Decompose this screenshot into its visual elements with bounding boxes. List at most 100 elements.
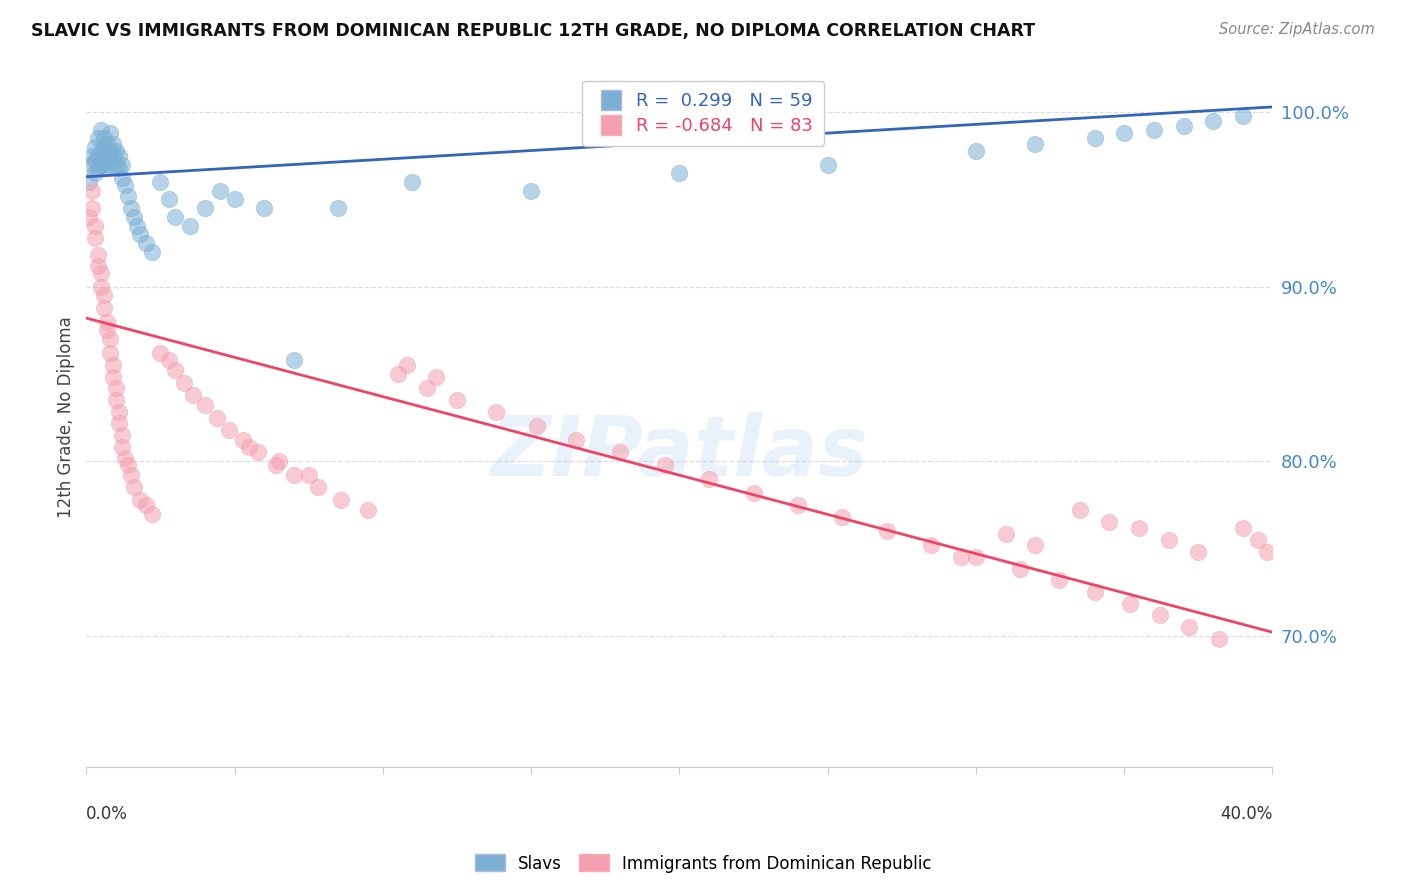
Point: [1246, 533, 1268, 547]
Point: [111, 440, 134, 454]
Point: [283, 468, 305, 483]
Point: [1069, 503, 1091, 517]
Point: [697, 472, 720, 486]
Point: [111, 428, 134, 442]
Point: [104, 393, 127, 408]
Point: [1187, 545, 1209, 559]
Point: [96, 149, 118, 163]
Point: [149, 175, 172, 189]
Point: [82, 184, 104, 198]
Point: [122, 480, 145, 494]
Point: [1119, 597, 1142, 611]
Point: [950, 550, 973, 565]
Point: [87, 248, 110, 262]
Point: [117, 458, 139, 472]
Point: [82, 149, 104, 163]
Legend: Slavs, Immigrants from Dominican Republic: Slavs, Immigrants from Dominican Republi…: [468, 847, 938, 880]
Point: [1024, 136, 1046, 151]
Point: [357, 503, 380, 517]
Point: [1114, 126, 1136, 140]
Point: [135, 498, 157, 512]
Point: [1157, 533, 1180, 547]
Point: [654, 458, 676, 472]
Point: [232, 434, 254, 448]
Point: [387, 367, 409, 381]
Point: [96, 161, 118, 175]
Point: [668, 166, 690, 180]
Point: [93, 154, 115, 169]
Point: [253, 201, 276, 215]
Point: [101, 358, 124, 372]
Point: [1083, 131, 1105, 145]
Text: 0.0%: 0.0%: [86, 805, 128, 823]
Point: [128, 492, 150, 507]
Point: [194, 201, 217, 215]
Point: [77, 175, 100, 189]
Point: [122, 210, 145, 224]
Point: [181, 388, 204, 402]
Point: [90, 266, 112, 280]
Point: [101, 149, 124, 163]
Point: [87, 161, 110, 175]
Point: [401, 175, 423, 189]
Point: [93, 288, 115, 302]
Point: [98, 157, 121, 171]
Point: [84, 154, 107, 169]
Point: [330, 492, 353, 507]
Point: [141, 507, 163, 521]
Point: [104, 157, 127, 171]
Point: [93, 140, 115, 154]
Point: [87, 131, 110, 145]
Point: [218, 423, 240, 437]
Point: [101, 136, 124, 151]
Point: [82, 157, 104, 171]
Point: [108, 161, 131, 175]
Point: [484, 405, 506, 419]
Point: [247, 445, 270, 459]
Point: [742, 485, 765, 500]
Point: [876, 524, 898, 538]
Point: [1232, 109, 1254, 123]
Point: [526, 419, 548, 434]
Point: [125, 219, 148, 233]
Point: [298, 468, 321, 483]
Point: [1208, 632, 1230, 647]
Point: [111, 157, 134, 171]
Point: [787, 498, 810, 512]
Point: [1083, 585, 1105, 599]
Point: [965, 144, 987, 158]
Point: [96, 315, 118, 329]
Point: [173, 376, 195, 390]
Point: [817, 157, 839, 171]
Point: [1256, 545, 1278, 559]
Point: [416, 381, 439, 395]
Point: [90, 144, 112, 158]
Point: [120, 201, 142, 215]
Point: [157, 353, 180, 368]
Point: [93, 301, 115, 315]
Point: [141, 244, 163, 259]
Point: [395, 358, 418, 372]
Point: [98, 126, 121, 140]
Point: [87, 149, 110, 163]
Point: [104, 144, 127, 158]
Point: [90, 279, 112, 293]
Point: [264, 458, 287, 472]
Point: [93, 131, 115, 145]
Point: [84, 219, 107, 233]
Text: ZIPatlas: ZIPatlas: [491, 412, 869, 493]
Point: [920, 538, 942, 552]
Point: [1202, 114, 1225, 128]
Point: [114, 178, 136, 193]
Point: [831, 510, 853, 524]
Point: [135, 235, 157, 250]
Point: [114, 450, 136, 465]
Point: [267, 454, 290, 468]
Point: [208, 184, 231, 198]
Point: [98, 346, 121, 360]
Text: Source: ZipAtlas.com: Source: ZipAtlas.com: [1219, 22, 1375, 37]
Point: [77, 210, 100, 224]
Point: [994, 527, 1017, 541]
Point: [87, 259, 110, 273]
Point: [283, 353, 305, 368]
